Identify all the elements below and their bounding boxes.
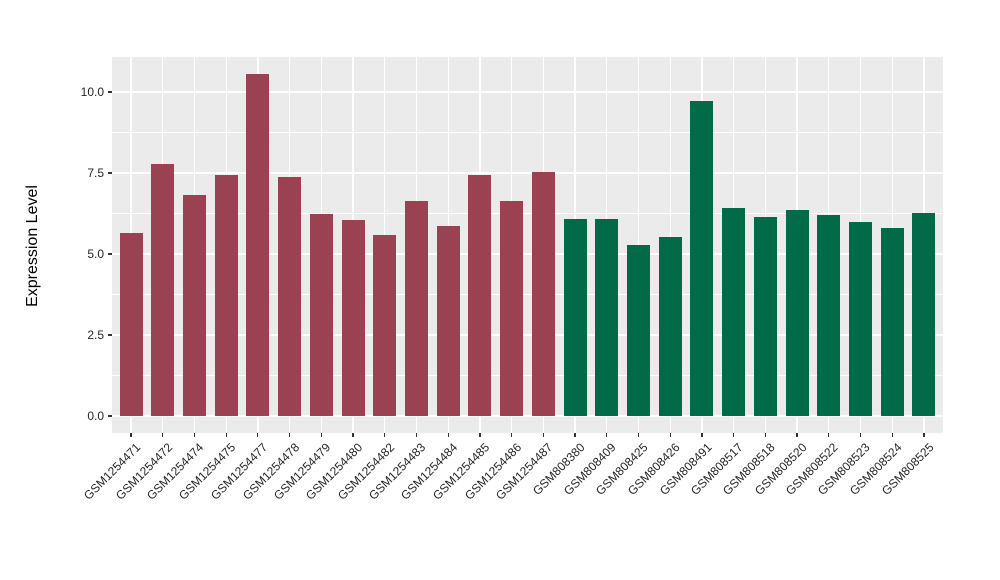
x-axis-tick [320, 433, 322, 437]
x-axis-tick [352, 433, 354, 437]
bar [500, 201, 524, 416]
x-axis-tick [891, 433, 893, 437]
x-axis-tick [130, 433, 132, 437]
x-axis-tick [701, 433, 703, 437]
y-axis-title: Expression Level [24, 185, 41, 307]
x-axis-tick [764, 433, 766, 437]
h-gridline [112, 334, 943, 336]
x-axis-tick [289, 433, 291, 437]
x-axis-tick [637, 433, 640, 437]
h-gridline [112, 374, 943, 377]
bar [151, 163, 175, 416]
h-gridline [112, 415, 943, 417]
bar [753, 217, 777, 416]
bar [595, 219, 619, 416]
bar [690, 101, 714, 416]
y-axis-tick-label: 0.0 [87, 409, 104, 423]
bar [119, 232, 143, 416]
y-axis-tick [108, 253, 112, 255]
bar [468, 174, 492, 416]
y-axis-tick [108, 334, 112, 336]
bar [436, 225, 460, 416]
y-axis-tick [108, 415, 112, 417]
h-gridline [112, 212, 943, 215]
bar [849, 221, 873, 416]
x-axis-tick [511, 433, 513, 437]
x-axis-tick [384, 433, 386, 437]
x-axis-tick [574, 433, 576, 437]
x-axis-tick [733, 433, 735, 437]
x-axis-tick [257, 433, 259, 437]
bar [214, 174, 238, 416]
bar [309, 214, 333, 416]
bar [627, 244, 650, 416]
h-gridline [112, 172, 943, 174]
y-axis-tick-label: 5.0 [87, 247, 104, 261]
h-gridline [112, 91, 943, 93]
y-axis-tick-label: 10.0 [80, 85, 104, 99]
bar [563, 219, 587, 416]
bar [341, 219, 365, 416]
x-axis-tick [447, 433, 449, 437]
bar [912, 213, 936, 416]
x-axis-tick [479, 433, 481, 437]
bar [278, 176, 302, 416]
y-axis-tick-label: 7.5 [87, 166, 104, 180]
bar [722, 207, 746, 416]
h-gridline [112, 131, 943, 134]
bar [373, 234, 397, 416]
x-axis-tick [796, 433, 798, 437]
bar [404, 201, 428, 416]
x-axis-tick [542, 433, 544, 437]
x-axis-tick [193, 433, 196, 437]
x-axis-tick [859, 433, 862, 437]
y-axis-tick-label: 2.5 [87, 328, 104, 342]
bar [182, 194, 206, 416]
bar [658, 237, 682, 416]
x-axis-tick [225, 433, 227, 437]
h-gridline [112, 293, 943, 296]
y-axis-tick [108, 172, 112, 174]
x-axis-tick [415, 433, 418, 437]
x-axis-tick [669, 433, 671, 437]
h-gridline [112, 253, 943, 255]
y-axis-tick [108, 91, 112, 93]
x-axis-tick [828, 433, 830, 437]
bar [531, 171, 555, 416]
x-axis-tick [606, 433, 608, 437]
x-axis-tick [162, 433, 164, 437]
bar [880, 228, 904, 416]
bar [785, 209, 809, 416]
bar [817, 215, 841, 416]
x-axis-tick [923, 433, 925, 437]
bar [246, 73, 270, 416]
